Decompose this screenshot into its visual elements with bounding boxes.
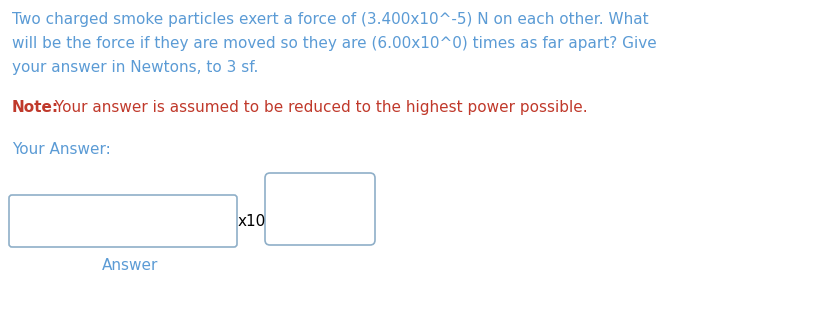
Text: will be the force if they are moved so they are (6.00x10^0) times as far apart? : will be the force if they are moved so t… bbox=[12, 36, 657, 51]
Text: your answer in Newtons, to 3 sf.: your answer in Newtons, to 3 sf. bbox=[12, 60, 258, 75]
Text: Your Answer:: Your Answer: bbox=[12, 142, 111, 157]
Text: Answer: Answer bbox=[101, 258, 158, 273]
Text: Note:: Note: bbox=[12, 100, 59, 115]
Text: Your answer is assumed to be reduced to the highest power possible.: Your answer is assumed to be reduced to … bbox=[50, 100, 587, 115]
Text: x10: x10 bbox=[238, 215, 266, 230]
Text: Two charged smoke particles exert a force of (3.400x10^-5) N on each other. What: Two charged smoke particles exert a forc… bbox=[12, 12, 648, 27]
FancyBboxPatch shape bbox=[265, 173, 375, 245]
FancyBboxPatch shape bbox=[9, 195, 237, 247]
